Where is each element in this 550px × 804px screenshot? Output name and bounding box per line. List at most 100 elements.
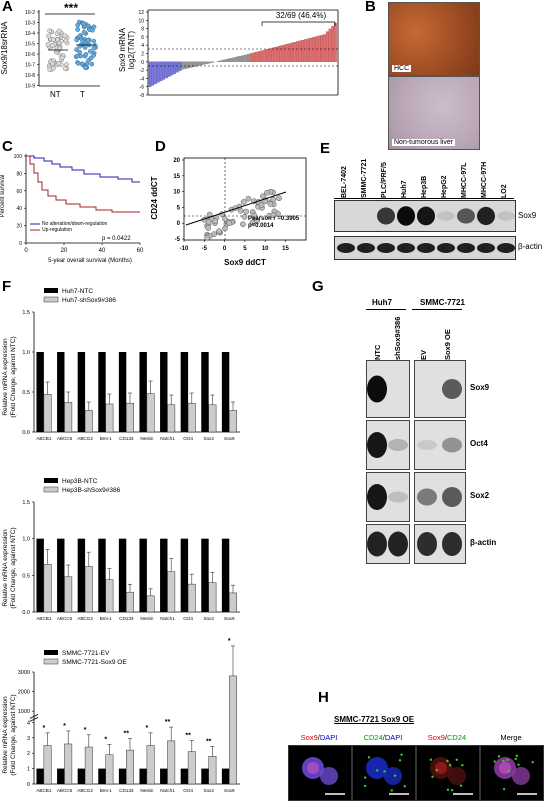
a-waterfall-bar [320,35,324,62]
f-legend-swatch-exp [43,486,59,493]
a-waterfall-bar [246,54,250,62]
a-dot-t [77,49,83,55]
f-bar-ctrl [139,538,147,612]
c-xtick-label: 40 [99,248,106,254]
g-blots: Sox9 Oct4 Sox2 β-actin [366,360,496,590]
d-ylabel: CD24 ddCT [150,176,159,220]
f-bar-ctrl [139,352,147,432]
f-chart-1: Hep3B-NTC Hep3B-shSox9#386 1.5 1.0 0.5 0.0 * AB… [22,478,240,621]
a-bracket-label: 32/69 (46.4%) [275,11,327,20]
f-ytick-label: 1.0 [22,537,30,543]
f-bar-ctrl [118,768,127,784]
g-blot-box [366,420,410,470]
g-band [367,432,387,458]
g-band [367,484,387,510]
f-category-label: Sox9 [224,616,235,621]
f-significance: ** [62,527,68,534]
g-band [367,375,387,403]
h-cd24-signal [515,754,518,758]
f-bar-ctrl [221,538,230,612]
panel-label-c: C [2,138,13,155]
panel-label-b: B [365,0,376,15]
f-significance: ** [144,337,150,344]
f-bar-exp [146,595,155,613]
d-dot [260,193,266,200]
f-ytick-label: 0.0 [22,610,30,616]
a-wytick-label: -2 [140,68,145,74]
f-ytick-label: 4 [27,720,30,726]
f-significance: *** [40,337,48,344]
f-significance: *** [102,337,110,344]
a-ytick-label: 10-4 [25,31,35,37]
a-waterfall-bar [328,28,332,62]
a-waterfall-bar [252,52,256,62]
a-dot-t [91,38,97,44]
d-dot [245,195,252,202]
a-dot-t [87,49,93,54]
f-bar-exp [84,746,93,785]
f-significance: * [104,736,107,743]
f-bar-exp [187,583,196,613]
c-xtick-label: 0 [24,248,28,254]
g-blot-box [366,360,410,418]
g-band [388,491,408,503]
f-ytick-label: 0.0 [22,430,30,436]
a-waterfall-bar [317,35,321,62]
d-xtick-label: 0 [223,246,227,252]
f-significance: ** [206,527,212,534]
f-category-label: Bmi-1 [100,616,112,621]
f-axis-break [29,717,39,722]
f-bar-ctrl [201,352,209,432]
f-ytick-label: 1.5 [22,310,30,316]
f1-ylabel-1: Relative mRNA expression [2,338,9,416]
d-ytick-label: 0 [177,221,181,227]
b-hcc-image: HCC [388,2,480,76]
a-ytick-label: 10-9 [25,84,35,90]
f-bar-exp [126,591,134,613]
panel-label-e: E [320,140,331,157]
e-band-actin: β-actin [518,242,543,251]
a-waterfall-bar [293,42,296,62]
a-waterfall-bar [181,61,185,70]
f-ytick-label: 2000 [18,690,30,696]
a-waterfall-bar [298,40,302,62]
a-waterfall-bar [271,47,275,62]
a-waterfall-bar [195,61,198,67]
f-significance: ** [103,527,109,534]
panel-label-h: H [318,689,329,706]
a-waterfall-bar [255,51,258,62]
d-xtick-label: 10 [262,246,269,252]
f-significance: * [63,723,66,730]
f-bar-exp [146,745,155,785]
h-label-sep: / [317,733,320,742]
a-waterfall-bar [312,37,315,62]
a-dot-nt [63,38,69,43]
g-band-label: Sox2 [470,491,490,500]
d-dot [212,218,219,225]
a-waterfall-bar [165,61,168,79]
d-stat-r: Pearson r =0.3905 [248,216,300,222]
a-waterfall-bar [151,61,155,86]
f-bar-exp [43,564,52,613]
g-group-smmc: SMMC-7721 [420,298,465,307]
d-xtick-label: 5 [243,246,247,252]
f-bar-ctrl [98,352,106,432]
f-bar-ctrl [77,768,86,784]
c-legend-1: Up-regulation [42,227,73,233]
f-significance: ** [82,337,88,344]
a-dot-t [75,27,81,32]
c-xtick-label: 20 [61,248,68,254]
a-dot-nt [50,37,56,42]
a-ytick-label: 10-7 [25,63,35,69]
a-waterfall-bar [176,61,179,73]
f-category-label: ABCC6 [57,788,73,793]
a-wytick-label: 6 [141,35,144,41]
f-ytick-label: 0.5 [22,573,30,579]
c-ytick-label: 20 [16,224,22,230]
f-significance: ** [165,719,171,726]
e-sox9-band [477,206,495,226]
h-cd24-signal [506,758,509,762]
g-band [388,531,408,557]
a-dot-nt [47,67,53,72]
